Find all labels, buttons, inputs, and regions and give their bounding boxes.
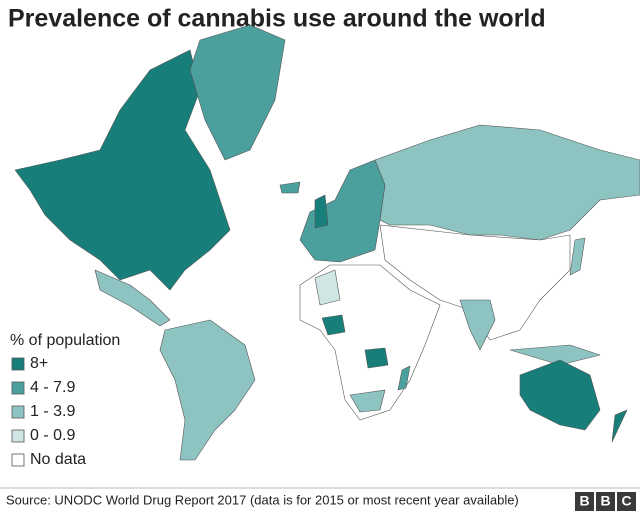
central-america (94, 269, 171, 327)
madagascar (397, 365, 411, 391)
legend-label: 1 - 3.9 (30, 403, 75, 420)
legend: % of population 8+ 4 - 7.9 1 - 3.9 0 - 0.9 N… (10, 332, 120, 468)
legend-swatch (11, 405, 25, 419)
south-america (159, 319, 256, 461)
logo-letter: B (600, 493, 610, 509)
legend-swatch (11, 429, 25, 443)
logo-block (617, 492, 636, 511)
legend-swatch (11, 453, 25, 467)
south-africa (349, 389, 386, 413)
zambia (364, 347, 389, 369)
logo-block (575, 492, 594, 511)
new-zealand (611, 409, 628, 443)
japan (569, 237, 586, 276)
legend-label: No data (30, 451, 86, 468)
russia (374, 124, 640, 241)
world-map (14, 24, 640, 461)
legend-label: 8+ (30, 355, 48, 372)
title: Prevalence of cannabis use around the wo… (8, 5, 546, 33)
indonesia (509, 344, 601, 366)
logo-letter: B (579, 493, 589, 509)
nigeria (321, 314, 346, 336)
source: Source: UNODC World Drug Report 2017 (da… (6, 492, 519, 507)
australia (519, 359, 601, 431)
legend-title: % of population (10, 332, 120, 349)
logo-letter: C (621, 493, 631, 509)
india (459, 299, 496, 351)
asia (379, 224, 571, 341)
north-america (14, 49, 231, 291)
greenland (189, 24, 286, 161)
legend-swatch (11, 357, 25, 371)
iceland (279, 181, 301, 194)
legend-swatch (11, 381, 25, 395)
north-africa (314, 269, 341, 306)
uk (314, 194, 329, 229)
legend-label: 0 - 0.9 (30, 427, 75, 444)
legend-label: 4 - 7.9 (30, 379, 75, 396)
logo-block (596, 492, 615, 511)
